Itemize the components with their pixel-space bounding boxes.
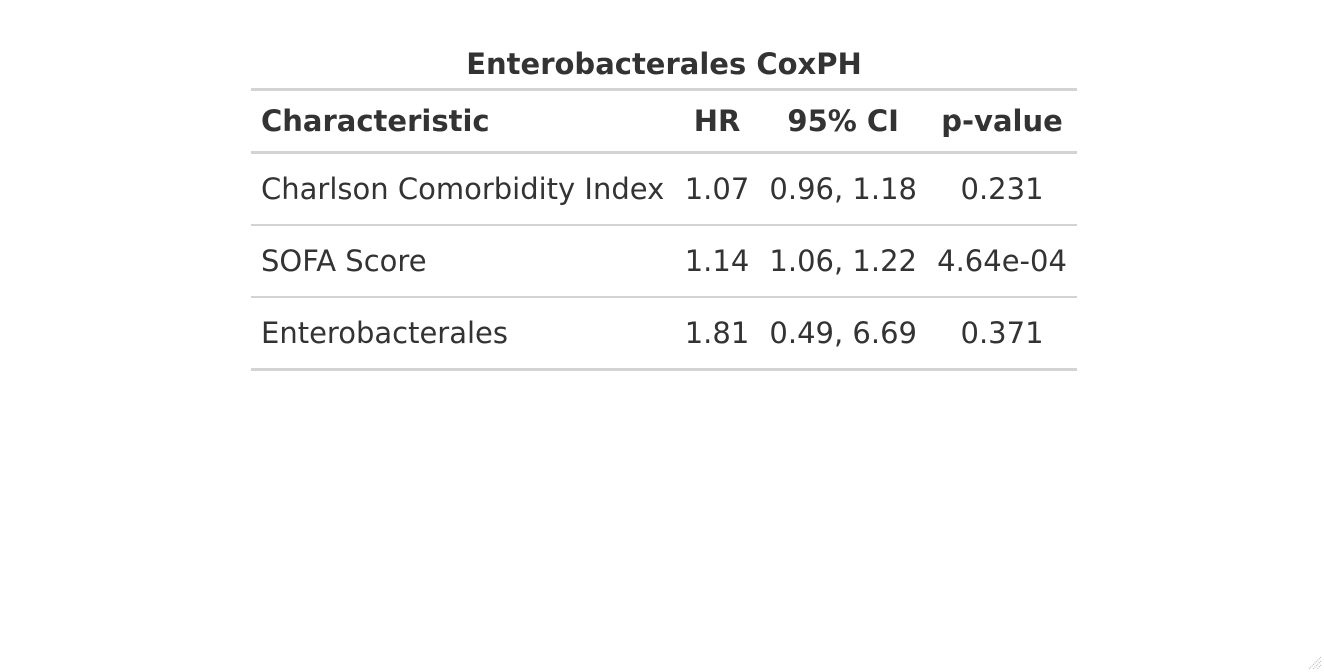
cell-characteristic: Enterobacterales [251,296,675,370]
header-ci: 95% CI [759,89,928,154]
cell-p-value: 0.231 [960,172,1044,206]
cell-hr: 1.07 [684,172,750,206]
table-row: Enterobacterales 1.81 0.49, 6.69 0.371 [251,296,1077,370]
cell-hr: 1.81 [674,296,760,370]
table-title: Enterobacterales CoxPH [466,47,862,81]
cell-ci: 0.96, 1.18 [769,172,917,206]
cell-p-value: 4.64e-04 [927,224,1077,297]
table-row: Charlson Comorbidity Index 1.07 0.96, 1.… [251,153,1077,226]
results-table: Characteristic HR 95% CI p-value Charlso… [251,88,1077,371]
cell-characteristic: Charlson Comorbidity Index [261,172,665,206]
header-row: Characteristic HR 95% CI p-value [251,89,1077,154]
header-characteristic: Characteristic [251,89,675,154]
header-hr: HR [674,89,760,154]
header-p-value: p-value [927,89,1077,154]
cell-ci: 0.49, 6.69 [759,296,928,370]
cell-ci: 1.06, 1.22 [759,224,928,297]
cell-characteristic: SOFA Score [251,224,675,297]
table-row: SOFA Score 1.14 1.06, 1.22 4.64e-04 [251,224,1077,297]
regression-table: Enterobacterales CoxPH Characteristic HR… [251,42,1077,371]
resize-grip-icon[interactable] [1306,654,1322,670]
cell-p-value: 0.371 [927,296,1077,370]
cell-hr: 1.14 [674,224,760,297]
